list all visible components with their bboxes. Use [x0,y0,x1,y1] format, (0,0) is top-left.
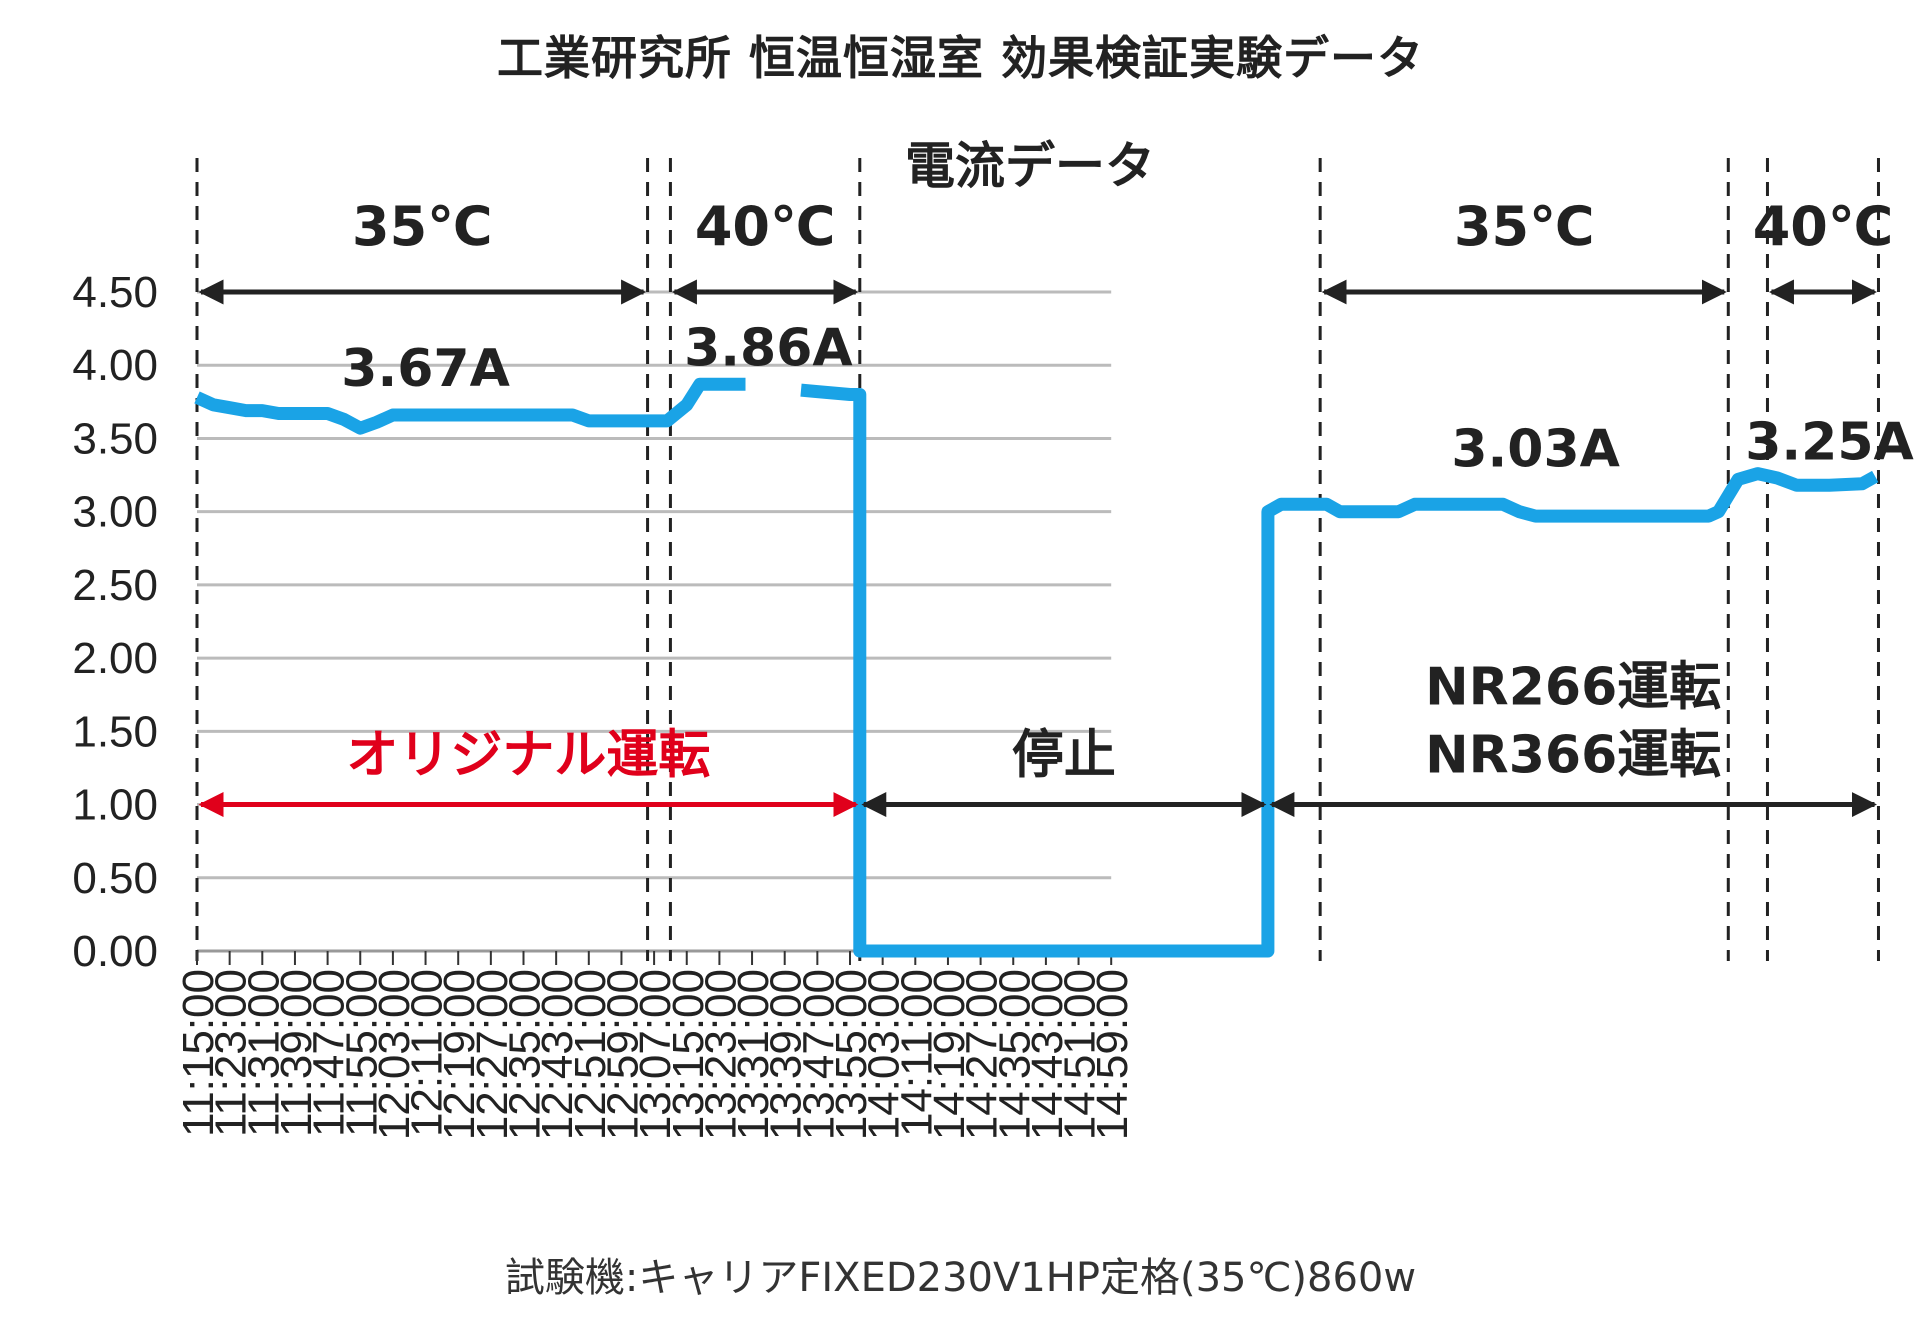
temperature-label: 40℃ [695,195,836,258]
period-divider-lines [195,158,1880,961]
x-tick-label: 14:19:00 [925,969,974,1140]
x-tick-label: 13:47:00 [794,969,843,1140]
mode-label: NR366運転 [1425,726,1721,786]
y-tick-label: 3.50 [72,414,158,463]
x-tick-label: 14:11:00 [892,969,941,1137]
x-tick-label: 13:07:00 [631,969,680,1140]
x-tick-label: 11:31:00 [239,969,288,1137]
y-tick-label: 4.50 [72,268,158,317]
current-series [194,377,1879,958]
x-tick-label: 12:43:00 [533,969,582,1140]
y-tick-label: 2.50 [72,561,158,610]
x-axis-tick-labels: 11:15:0011:23:0011:31:0011:39:0011:47:00… [174,951,1137,1140]
x-tick-label: 12:11:00 [403,969,452,1137]
x-tick-label: 11:55:00 [337,969,386,1137]
temperature-label: 35℃ [1454,195,1595,258]
y-tick-label: 1.00 [72,781,158,830]
x-tick-label: 12:59:00 [598,969,647,1140]
average-current-label: 3.67A [341,339,510,399]
y-axis-tick-labels: 0.00 0.50 1.00 1.50 2.00 2.50 3.00 3.50 4.00 4.50 [72,268,158,976]
current-line [800,383,1879,958]
mode-label: オリジナル運転 [346,726,710,786]
annotations: 35℃ 40℃ 35℃ 40℃ 3.67A 3.86A 3.03A 3.25A オリジナル運転 停… [198,195,1914,818]
y-tick-label: 3.00 [72,488,158,537]
x-tick-label: 14:27:00 [958,969,1007,1140]
x-tick-label: 13:55:00 [827,969,876,1140]
x-tick-label: 11:47:00 [305,969,354,1137]
chart-title: 工業研究所 恒温恒湿室 効果検証実験データ [496,31,1425,85]
mode-label: 停止 [1012,726,1116,786]
x-tick-label: 12:19:00 [435,969,484,1140]
x-tick-label: 11:39:00 [272,969,321,1137]
y-tick-label: 2.00 [72,634,158,683]
current-line [194,377,746,435]
test-machine-note: 試験機:キャリアFIXED230V1HP定格(35℃)860w [504,1255,1417,1301]
temperature-label: 40℃ [1753,195,1894,258]
y-tick-label: 0.00 [72,927,158,976]
x-tick-label: 14:35:00 [990,969,1039,1140]
y-tick-label: 0.50 [72,854,158,903]
x-tick-label: 13:39:00 [762,969,811,1140]
x-tick-label: 14:43:00 [1023,969,1072,1140]
grid-lines [197,290,1112,953]
x-tick-label: 14:03:00 [860,969,909,1140]
x-tick-label: 12:27:00 [468,969,517,1140]
average-current-label: 3.25A [1745,412,1914,472]
x-tick-label: 12:03:00 [370,969,419,1140]
temperature-label: 35℃ [352,195,493,258]
x-tick-label: 14:51:00 [1056,969,1105,1140]
x-tick-label: 12:35:00 [501,969,550,1140]
x-tick-label: 11:23:00 [207,969,256,1137]
average-current-label: 3.03A [1451,420,1620,480]
x-tick-label: 13:23:00 [696,969,745,1140]
x-tick-label: 13:15:00 [664,969,713,1140]
y-tick-label: 4.00 [72,341,158,390]
x-tick-label: 14:59:00 [1088,969,1137,1140]
x-tick-label: 13:31:00 [729,969,778,1140]
x-tick-label: 11:15:00 [174,969,223,1137]
chart-subtitle: 電流データ [905,137,1155,195]
y-tick-label: 1.50 [72,707,158,756]
mode-label: NR266運転 [1425,658,1721,718]
average-current-label: 3.86A [684,319,853,379]
x-tick-label: 12:51:00 [566,969,615,1140]
